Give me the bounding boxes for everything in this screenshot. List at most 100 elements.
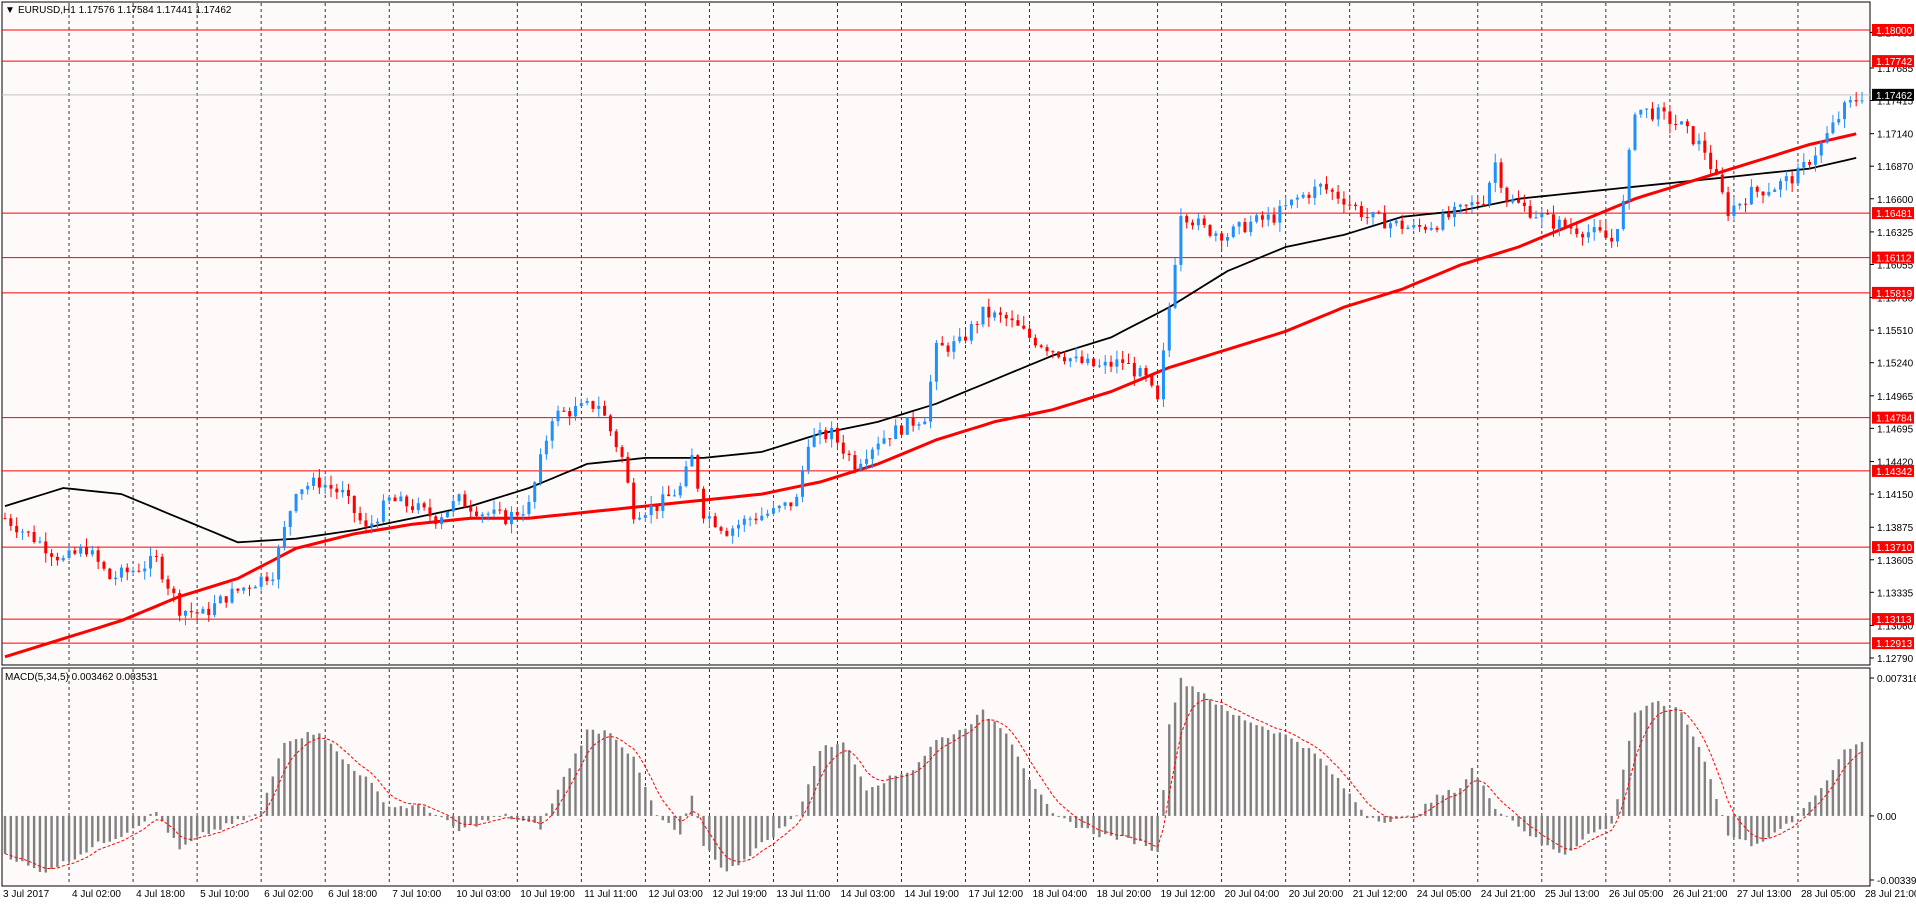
macd-bar [696, 815, 699, 818]
candle-body [713, 516, 717, 528]
macd-bar [1482, 785, 1485, 816]
candle-body [1220, 233, 1224, 241]
candle-body [754, 518, 758, 521]
horizontal-levels[interactable] [2, 29, 1870, 644]
candle-body [1290, 199, 1294, 206]
macd-bar [516, 815, 519, 820]
macd-bar [1267, 729, 1270, 816]
candle-body [515, 511, 519, 516]
macd-bar [1057, 815, 1060, 817]
macd-bar [207, 815, 210, 834]
macd-bar [1773, 815, 1776, 833]
macd-bar [1610, 815, 1613, 824]
candle-body [917, 424, 921, 426]
candle-body [1103, 361, 1107, 366]
time-tick-label: 5 Jul 10:00 [200, 889, 249, 900]
macd-bar [358, 775, 362, 816]
candle-body [1650, 108, 1654, 120]
main-pane[interactable] [1, 1, 1871, 666]
candle-body [475, 511, 479, 516]
candle-body [96, 550, 100, 562]
macd-bar [1039, 794, 1043, 816]
time-tick-label: 20 Jul 04:00 [1225, 889, 1280, 900]
candle-body [1074, 356, 1078, 359]
macd-bar [876, 785, 880, 816]
candle-body [1639, 109, 1643, 115]
macd-bar [329, 743, 333, 816]
macd-bar [160, 815, 164, 822]
candle-body [795, 496, 799, 507]
candle-body [329, 485, 333, 489]
candle-body [224, 596, 228, 603]
candle-body [1185, 216, 1189, 223]
time-axis[interactable]: 3 Jul 2017 4 Jul 02:00 4 Jul 18:00 5 Jul 10… [3, 889, 1916, 900]
level-label-box [1872, 251, 1914, 264]
chart-menu-arrow-icon[interactable]: ▼ [5, 5, 15, 16]
macd-bar [1785, 815, 1788, 824]
macd-bar [609, 733, 612, 816]
candle-body [1004, 314, 1008, 319]
candle-body [504, 510, 508, 525]
candle-body [1307, 194, 1311, 198]
macd-bar [1680, 712, 1683, 816]
macd-bar [1732, 815, 1736, 838]
macd-bar [1622, 769, 1625, 816]
candle-body [1848, 100, 1852, 103]
macd-bar [1348, 793, 1351, 816]
candle-body [1266, 214, 1270, 220]
candle-body [1563, 219, 1567, 227]
macd-bar [1150, 815, 1153, 851]
candle-body [1010, 318, 1014, 321]
macd-bar [242, 815, 245, 821]
candle-body [1860, 100, 1864, 102]
macd-bar [981, 709, 985, 816]
time-tick-label: 20 Jul 20:00 [1289, 889, 1344, 900]
macd-bar [568, 768, 571, 816]
macd-bar [1249, 722, 1252, 816]
macd-bar [1470, 767, 1474, 816]
candle-body [835, 427, 839, 443]
macd-bar [475, 815, 478, 827]
macd-bar [38, 815, 42, 872]
time-tick-label: 19 Jul 12:00 [1161, 889, 1216, 900]
candle-body [1342, 198, 1346, 205]
macd-bar [15, 815, 18, 862]
candle-body [1511, 199, 1515, 203]
candle-body [1697, 140, 1701, 145]
macd-bar [842, 742, 845, 816]
macd-bar [911, 770, 915, 816]
macd-bar [318, 733, 321, 816]
level-label: 1.13710 [1876, 543, 1913, 554]
macd-bar [847, 750, 851, 816]
time-tick-label: 10 Jul 03:00 [456, 889, 511, 900]
macd-bar [1750, 815, 1753, 847]
candle-body [137, 570, 141, 572]
candle-body [1097, 365, 1101, 367]
macd-bar [1598, 815, 1602, 830]
candle-body [486, 513, 490, 515]
macd-bar [1080, 815, 1084, 828]
candle-body [469, 507, 473, 512]
candle-body [655, 505, 659, 511]
candle-body [969, 324, 973, 341]
macd-bar [1389, 815, 1392, 822]
candle-body [422, 503, 426, 508]
candle-body [1499, 162, 1503, 188]
price-tick-label: 1.13060 [1877, 621, 1914, 632]
macd-bar [1034, 788, 1037, 816]
level-label-box [1872, 637, 1914, 650]
candle-body [789, 502, 793, 507]
time-tick-label: 10 Jul 19:00 [520, 889, 575, 900]
candle-body [725, 530, 729, 536]
macd-bar [1581, 815, 1584, 840]
candle-body [894, 425, 898, 440]
candle-body [90, 550, 94, 555]
macd-bar [1104, 815, 1107, 835]
candle-body [1080, 356, 1084, 363]
macd-bar [1220, 705, 1223, 816]
macd-bar [993, 721, 996, 816]
macd-bar [1499, 813, 1503, 816]
candle-body [993, 312, 997, 318]
